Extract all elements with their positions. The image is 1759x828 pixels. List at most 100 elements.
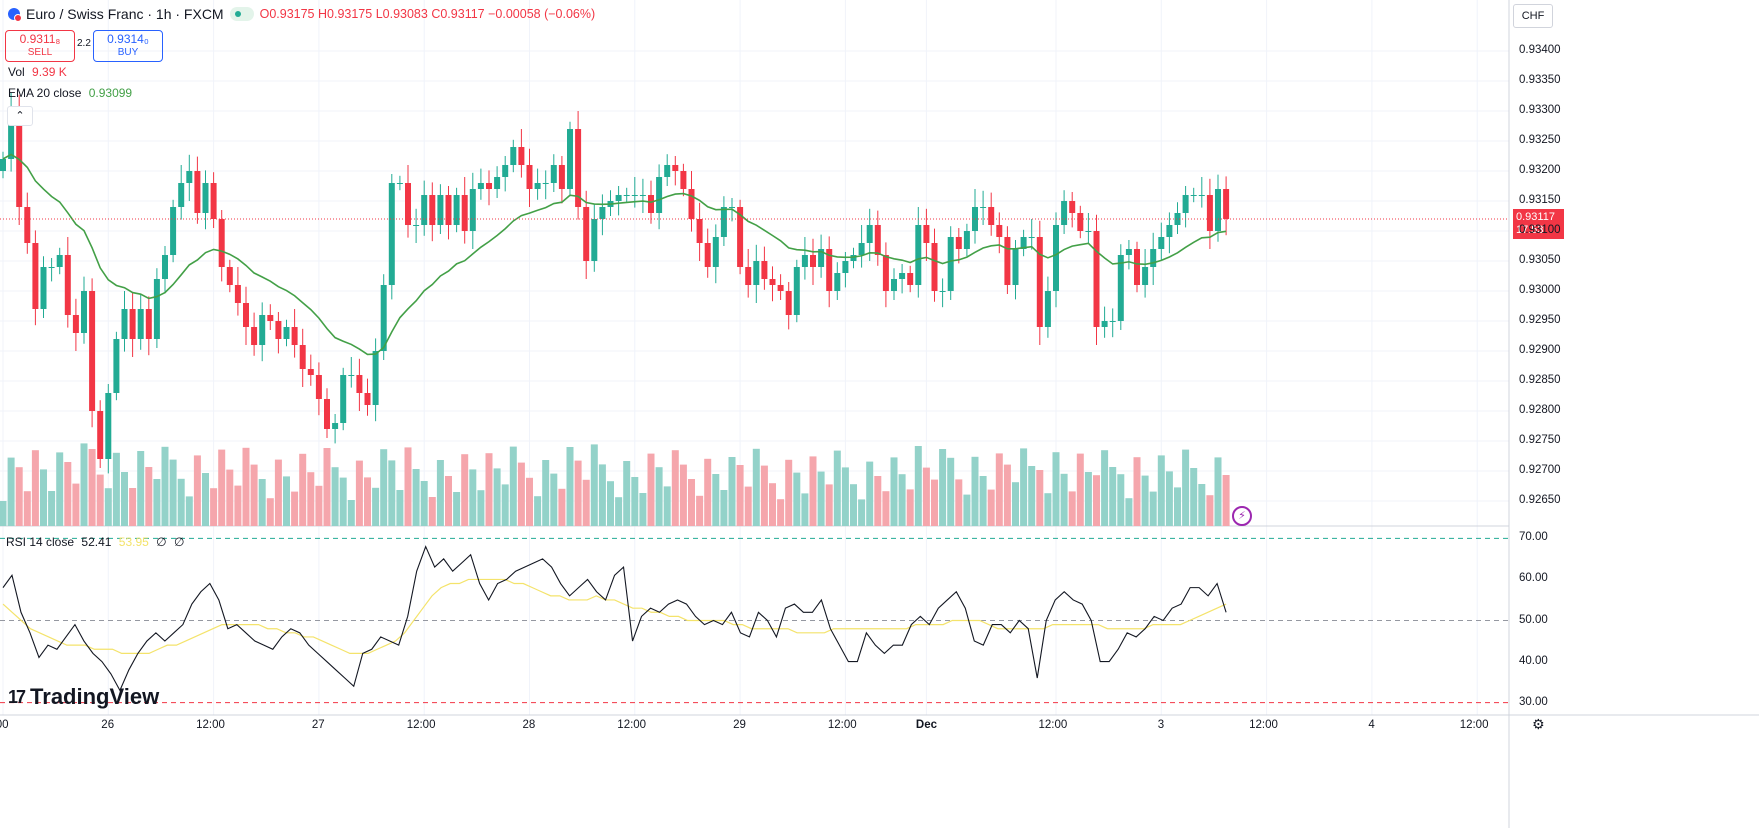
candle-body [283, 327, 290, 339]
candle-body [745, 267, 752, 285]
volume-bar [485, 453, 493, 526]
candle-body [615, 195, 622, 201]
candle-body [113, 339, 120, 393]
settings-gear-icon[interactable]: ⚙ [1532, 716, 1545, 732]
candle-body [348, 375, 355, 376]
price-tick-label: 0.93100 [1519, 224, 1561, 236]
volume-bar [1182, 449, 1190, 526]
candle-body [534, 183, 541, 189]
volume-bar [96, 474, 104, 526]
candle-body [356, 375, 363, 393]
volume-bar [64, 462, 72, 526]
volume-bar [364, 477, 371, 526]
volume-bar [728, 457, 736, 526]
tradingview-logo-mark: 17 [8, 686, 26, 707]
candle-body [105, 393, 112, 459]
volume-bar [283, 476, 290, 526]
candle-body [1158, 237, 1165, 249]
rsi-extra-2: ∅ [173, 535, 185, 549]
candle-body [1012, 249, 1019, 285]
volume-bar [809, 456, 817, 526]
volume-bar [623, 461, 631, 526]
candle-body [461, 195, 468, 231]
candle-body [712, 237, 719, 267]
candle-body [696, 219, 703, 243]
volume-bar [258, 479, 266, 526]
volume-bar [801, 493, 809, 526]
volume-legend[interactable]: Vol 9.39 K [8, 65, 67, 79]
volume-bar [1117, 474, 1125, 526]
candle-body [720, 207, 727, 237]
price-tick-label: 0.93250 [1519, 134, 1561, 146]
volume-bar [169, 459, 177, 526]
volume-bar [420, 481, 428, 526]
symbol-header: Euro / Swiss Franc · 1h · FXCM O0.93175 … [8, 6, 595, 22]
price-tick-label: 0.92900 [1519, 344, 1561, 356]
candle-body [1166, 225, 1173, 237]
volume-bar [1036, 470, 1044, 526]
volume-bar [469, 469, 477, 526]
volume-bar [939, 449, 947, 526]
volume-bar [971, 456, 979, 526]
candle-body [1134, 249, 1140, 285]
candle-body [558, 165, 565, 189]
volume-bar [882, 491, 890, 526]
candle-body [89, 291, 96, 411]
candle-body [48, 267, 55, 268]
volume-bar [299, 453, 307, 526]
time-tick-label: 27 [311, 719, 325, 731]
price-tick-label: 0.92650 [1519, 494, 1561, 506]
candle-body [866, 225, 873, 243]
candle-body [648, 195, 654, 213]
buy-button[interactable]: 0.9314₀ BUY [93, 30, 163, 62]
volume-bar [679, 464, 687, 526]
price-tick-label: 0.93300 [1519, 104, 1561, 116]
rsi-tick-label: 40.00 [1519, 654, 1548, 667]
sell-button[interactable]: 0.9311₈ SELL [5, 30, 75, 62]
volume-bar [744, 486, 752, 526]
volume-bar [1060, 473, 1068, 526]
candle-body [680, 171, 687, 189]
candle-body [996, 225, 1003, 237]
candle-body [32, 243, 39, 309]
symbol-title[interactable]: Euro / Swiss Franc · 1h · FXCM [26, 6, 224, 22]
lightning-icon[interactable]: ⚡ [1232, 506, 1252, 526]
volume-bar [380, 449, 388, 526]
volume-bar [1198, 484, 1206, 526]
volume-bar [48, 491, 56, 526]
tradingview-logo[interactable]: 17 TradingView [8, 684, 159, 710]
price-tick-label: 0.93000 [1519, 284, 1561, 296]
price-tick-label: 0.92850 [1519, 374, 1561, 386]
volume-bar [1084, 472, 1092, 526]
ema-legend[interactable]: EMA 20 close 0.93099 [8, 86, 132, 100]
rsi-legend[interactable]: RSI 14 close 52.41 53.95 ∅ ∅ [6, 535, 184, 549]
volume-bar [955, 479, 963, 526]
candle-body [583, 207, 590, 261]
market-status-icon[interactable] [229, 7, 254, 21]
volume-bar [72, 483, 80, 526]
candle-body [413, 225, 420, 226]
volume-bar [922, 467, 930, 526]
time-tick-label: 26 [101, 719, 115, 731]
candle-body [275, 321, 282, 339]
volume-bar [817, 471, 825, 526]
candle-body [761, 261, 768, 279]
volume-bar [56, 452, 64, 526]
volume-bar [582, 479, 590, 526]
candle-body [1069, 201, 1076, 213]
collapse-legend-button[interactable]: ⌃ [7, 106, 33, 126]
volume-bar [347, 500, 355, 526]
volume-bar [436, 460, 444, 526]
currency-button[interactable]: CHF [1513, 4, 1553, 28]
rsi-tick-label: 50.00 [1519, 613, 1548, 626]
volume-bar [145, 467, 153, 526]
candle-body [591, 219, 598, 261]
candle-body [1036, 237, 1043, 327]
candle-body [891, 279, 897, 291]
candle-body [1085, 231, 1092, 232]
rsi-tick-label: 60.00 [1519, 572, 1548, 585]
candle-body [81, 291, 87, 333]
volume-bar [1133, 457, 1141, 526]
candle-body [874, 225, 881, 255]
